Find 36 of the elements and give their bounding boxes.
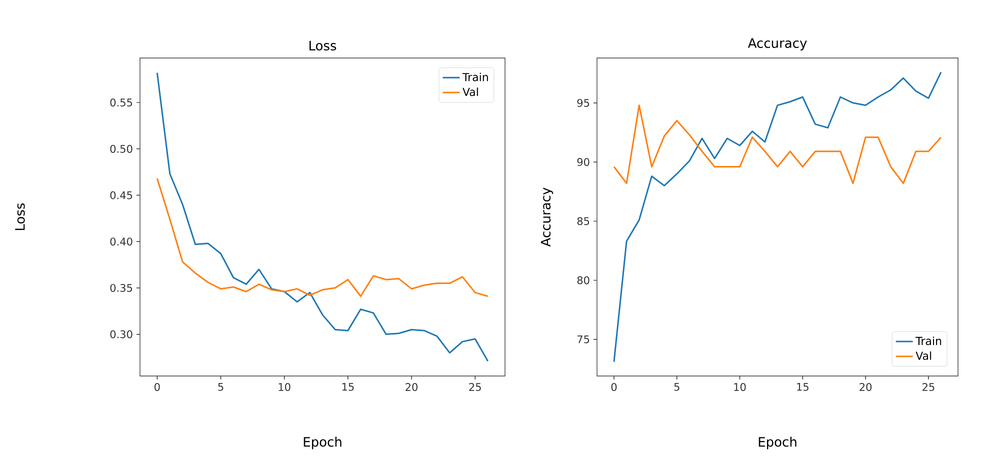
chart-title: Accuracy (748, 38, 807, 50)
y-tick-label: 95 (577, 98, 590, 107)
x-tick-label: 10 (278, 383, 290, 391)
y-tick-label: 0.40 (110, 238, 132, 246)
y-tick-label: 90 (577, 158, 590, 166)
line-series (613, 71, 942, 363)
y-tick-label: 85 (577, 217, 590, 226)
x-tick-label: 15 (342, 383, 354, 391)
chart-title: Loss (310, 40, 336, 50)
x-tick-label: 10 (734, 383, 746, 391)
y-tick-label: 0.45 (110, 191, 132, 200)
x-axis-title: Epoch (758, 436, 796, 450)
x-tick-label: 5 (674, 383, 680, 391)
y-axis-title: Accuracy (540, 188, 554, 247)
line-series (156, 72, 489, 362)
x-tick-label: 25 (922, 383, 934, 391)
x-tick-label: 20 (860, 383, 872, 391)
y-tick-label: 80 (577, 276, 590, 284)
x-tick-label: 0 (611, 383, 617, 391)
y-tick-label: 0.55 (110, 98, 132, 106)
x-tick-label: 25 (469, 383, 481, 391)
y-tick-label: 0.35 (110, 284, 132, 292)
legend-label: Val (462, 88, 478, 96)
x-tick-label: 15 (797, 383, 808, 391)
x-tick-label: 5 (218, 383, 224, 391)
legend-label: Train (916, 336, 942, 346)
legend-label: Train (462, 72, 488, 82)
y-tick-label: 75 (577, 335, 590, 344)
line-series (156, 178, 489, 298)
y-axis-title: Loss (15, 203, 25, 230)
x-tick-label: 0 (154, 383, 160, 391)
y-tick-label: 0.50 (110, 144, 132, 153)
legend-label: Val (916, 351, 932, 360)
x-tick-label: 20 (406, 383, 418, 391)
y-tick-label: 0.30 (110, 330, 132, 338)
x-axis-title: Epoch (304, 436, 342, 450)
